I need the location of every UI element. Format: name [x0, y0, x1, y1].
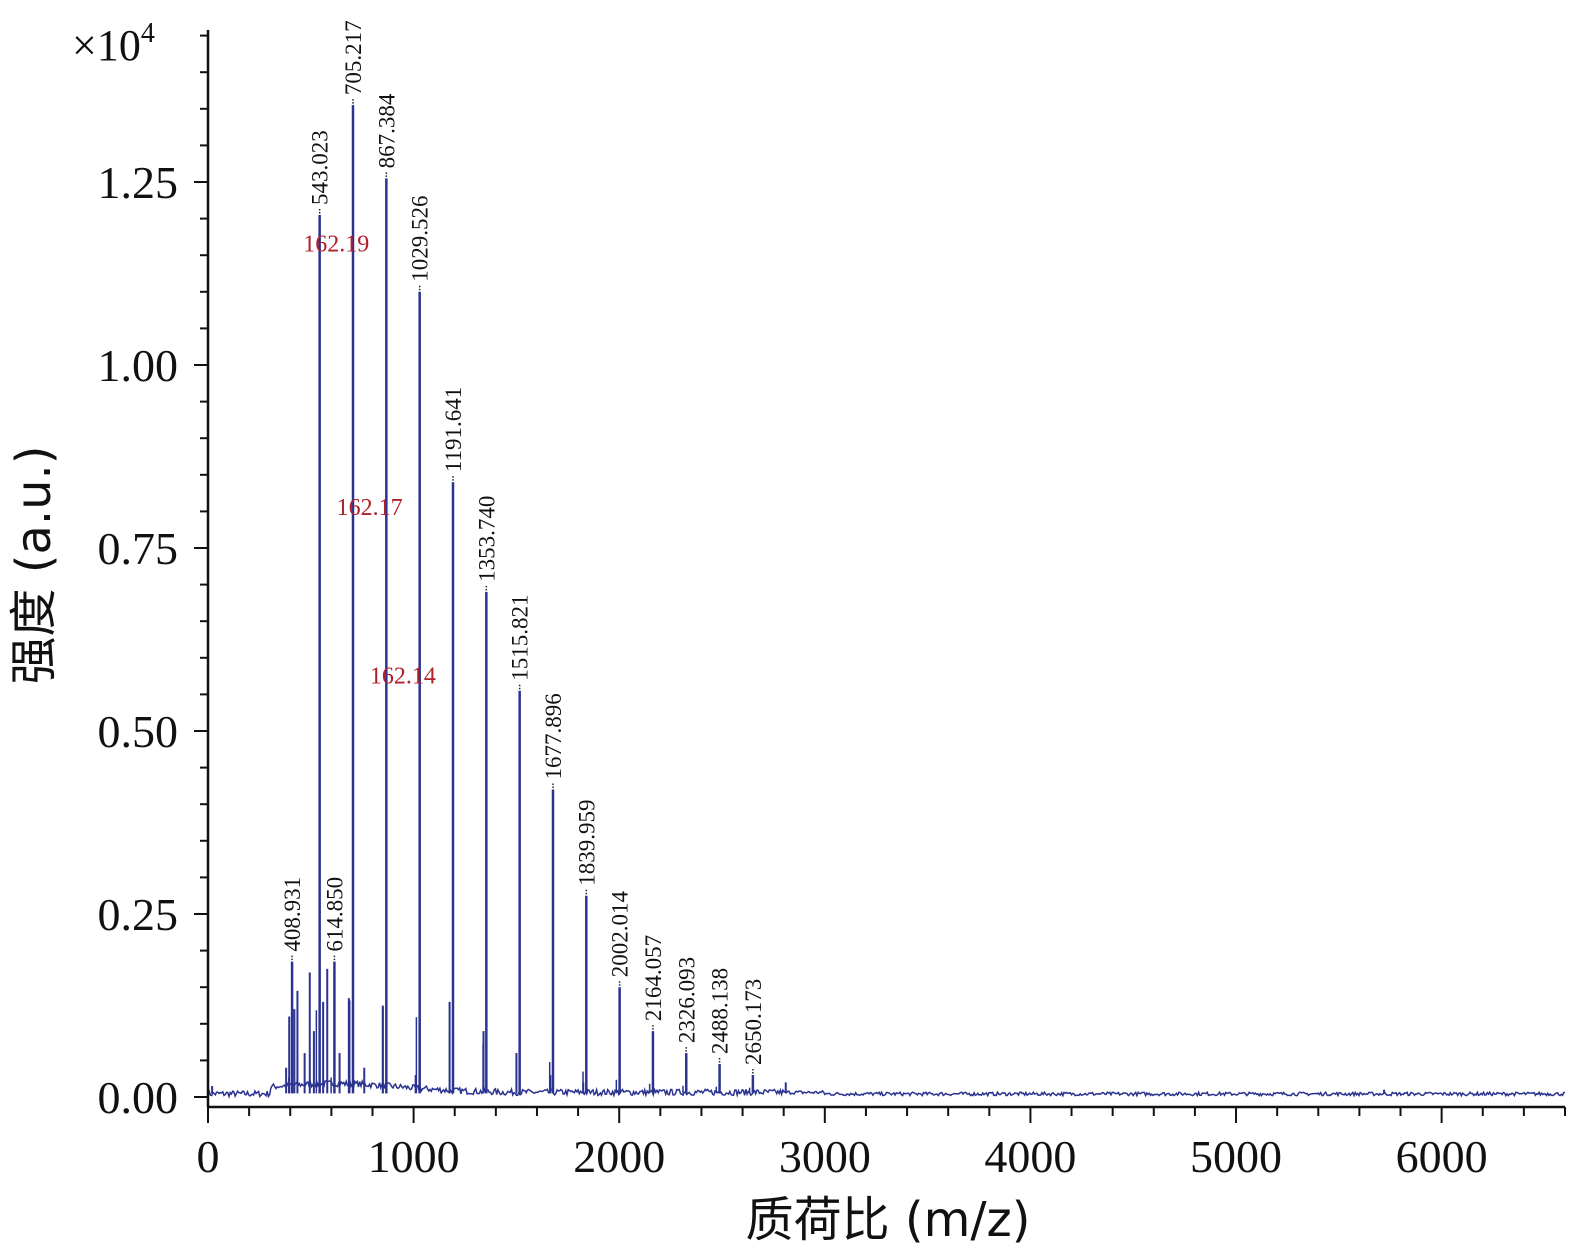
x-tick-label: 1000: [368, 1131, 460, 1182]
x-tick-label: 2000: [573, 1131, 665, 1182]
peak-label: 2326.093: [674, 957, 699, 1043]
peak-label: 1677.896: [541, 693, 566, 779]
peak-label: 1191.641: [441, 387, 466, 472]
spectrum-layer: [207, 105, 1566, 1099]
x-tick-label: 3000: [779, 1131, 871, 1182]
y-tick-label: 0.25: [98, 889, 179, 940]
peak-label: 705.217: [341, 20, 366, 95]
peak-label: 2650.173: [741, 979, 766, 1065]
x-tick-label: 6000: [1396, 1131, 1488, 1182]
y-tick-label: 1.25: [98, 157, 179, 208]
mass-difference-label: 162.14: [370, 663, 436, 689]
y-axis-title: 强度 (a.u.): [6, 445, 62, 684]
x-axis-title: 质荷比 (m/z): [746, 1192, 1031, 1248]
x-tick-label: 4000: [984, 1131, 1076, 1182]
x-tick-label: 5000: [1190, 1131, 1282, 1182]
mass-difference-label: 162.19: [303, 232, 369, 258]
y-tick-label: 1.00: [98, 340, 179, 391]
peak-label: 1353.740: [474, 496, 499, 582]
baseline-trace: [207, 1078, 1566, 1099]
axes-layer: 0.00 0.25 0.50 0.75 1.00 1.25 0 1000 2000 3000 400…: [98, 30, 1566, 1182]
mass-difference-label: 162.17: [337, 495, 403, 521]
peak-label: 2002.014: [608, 890, 633, 977]
x-tick-label: 0: [197, 1131, 220, 1182]
peak-label: 543.023: [308, 130, 333, 205]
y-tick-label: 0.50: [98, 706, 179, 757]
peak-label: 1839.959: [574, 799, 599, 885]
peak-label: 1029.526: [408, 196, 433, 282]
peak-label: 614.850: [322, 877, 347, 952]
peak-label: 1515.821: [508, 594, 533, 680]
y-tick-label: 0.75: [98, 523, 179, 574]
peak-label: 2164.057: [641, 935, 666, 1021]
peak-label: 867.384: [374, 93, 399, 168]
peak-label: 2488.138: [708, 968, 733, 1054]
labels-layer: 408.931 543.023 614.850 705.217 867.384 1029.…: [280, 20, 766, 1076]
y-tick-label: 0.00: [98, 1072, 179, 1123]
y-multiplier-label: ×104: [72, 18, 155, 70]
peak-label: 408.931: [280, 877, 305, 952]
